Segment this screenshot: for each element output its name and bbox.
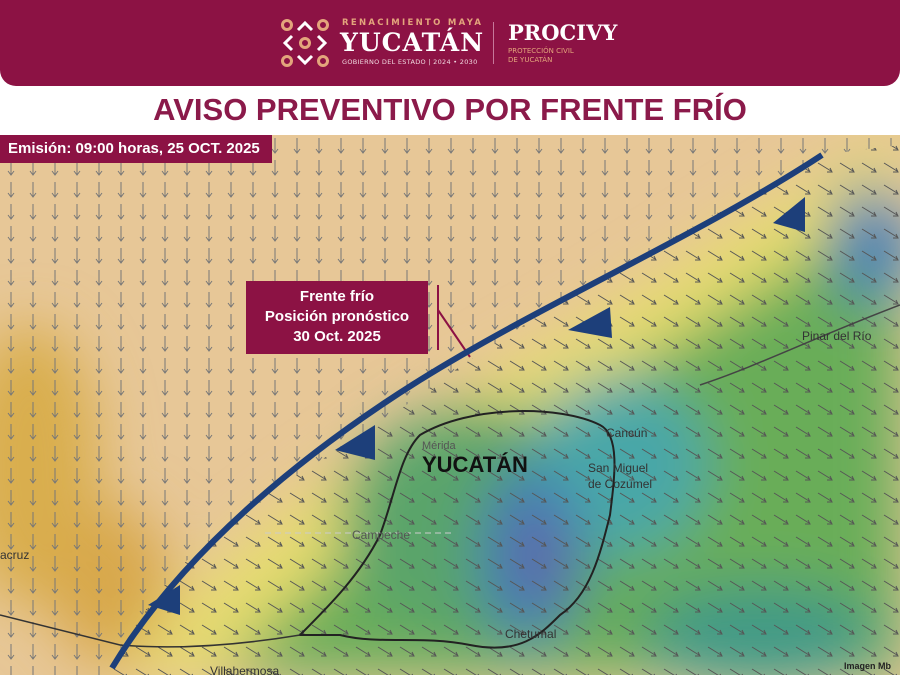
- agency-sub1: PROTECCIÓN CIVIL: [508, 47, 574, 55]
- image-credit: Imagen Mb: [844, 661, 892, 671]
- label-campeche: Campeche: [352, 528, 411, 542]
- tagline: RENACIMIENTO MAYA: [342, 18, 484, 28]
- cold-front-triangles: [148, 197, 805, 615]
- divider: [493, 22, 494, 64]
- label-veracruz: acruz: [0, 548, 30, 562]
- label-yucatan: YUCATÁN: [422, 452, 528, 477]
- weather-map: [0, 135, 900, 675]
- state-name: YUCATÁN: [340, 28, 485, 57]
- cozumel-line1: San Miguel: [588, 461, 649, 475]
- front-label-line3: 30 Oct. 2025: [293, 328, 381, 345]
- front-triangle: [568, 307, 612, 338]
- agency-sub2: DE YUCATÁN: [508, 56, 553, 64]
- emission-label: Emisión: 09:00 horas, 25 OCT. 2025: [0, 135, 272, 163]
- government-text: GOBIERNO DEL ESTADO | 2024 • 2030: [342, 58, 478, 66]
- cuba-outline: [699, 304, 900, 386]
- agency-subtitle: PROTECCIÓN CIVIL DE YUCATÁN: [508, 47, 574, 65]
- label-cozumel: San Miguel de Cozumel: [588, 460, 652, 492]
- front-label-line1: Frente frío: [299, 288, 375, 305]
- cozumel-line2: de Cozumel: [588, 477, 653, 491]
- front-triangle: [773, 197, 805, 232]
- label-cancun: Cancún: [606, 426, 648, 440]
- peninsula-outline: [297, 410, 616, 649]
- label-pinar-del-rio: Pinar del Río: [802, 329, 872, 343]
- front-triangle: [148, 585, 180, 615]
- front-triangle: [335, 425, 375, 460]
- label-villahermosa: Villahermosa: [210, 664, 280, 678]
- label-chetumal: Chetumal: [505, 627, 557, 641]
- yucatan-logo-icon: [281, 19, 329, 67]
- coastline: [0, 614, 301, 648]
- label-merida: Mérida: [422, 440, 456, 452]
- front-forecast-label: Frente frío Posición pronóstico 30 Oct. …: [246, 281, 428, 354]
- page-title: AVISO PREVENTIVO POR FRENTE FRÍO: [153, 92, 747, 127]
- header-banner: RENACIMIENTO MAYA YUCATÁN GOBIERNO DEL E…: [0, 0, 900, 86]
- front-label-line2: Posición pronóstico: [264, 308, 410, 325]
- callout-pointer: [437, 309, 471, 358]
- cold-front-line: [109, 152, 824, 670]
- agency-name: PROCIVY: [508, 20, 618, 45]
